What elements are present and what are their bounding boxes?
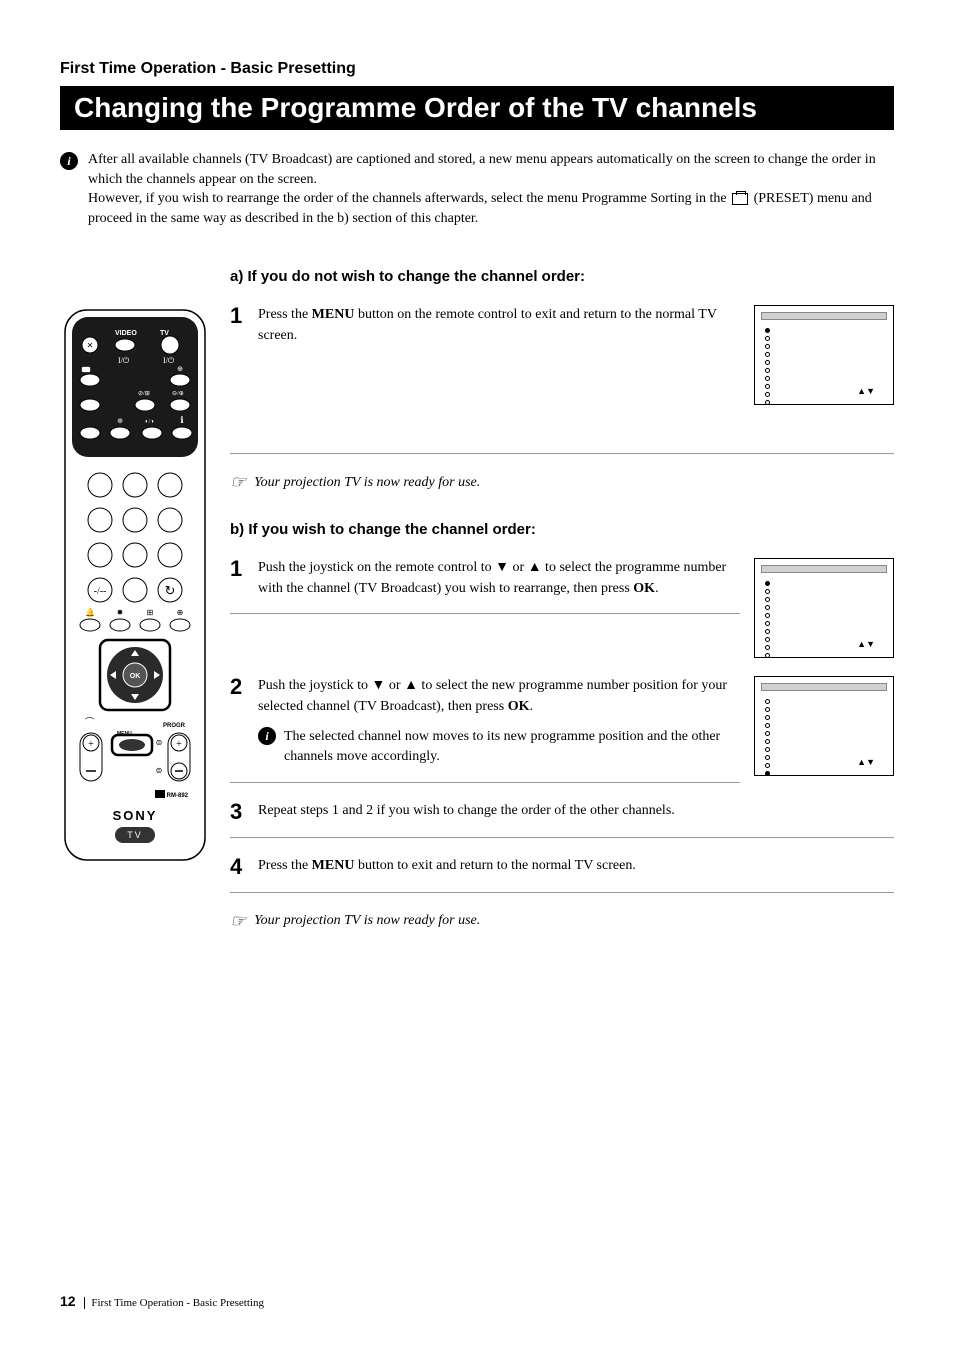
svg-text:🔔: 🔔: [85, 608, 95, 617]
footer-text: First Time Operation - Basic Presetting: [84, 1297, 264, 1309]
ready-text: Your projection TV is now ready for use.: [254, 475, 480, 491]
svg-text:⊜: ⊜: [156, 766, 163, 775]
svg-text:⌒: ⌒: [85, 717, 94, 727]
svg-text:I/⏻: I/⏻: [118, 356, 130, 365]
section-b-step3: 3 Repeat steps 1 and 2 if you wish to ch…: [230, 801, 894, 838]
section-label: First Time Operation - Basic Presetting: [60, 60, 894, 78]
screen-diagram-a1: ▲▼: [754, 305, 894, 405]
text-fragment: .: [655, 581, 659, 596]
ok-label: OK: [508, 699, 530, 714]
svg-text:I/⏻: I/⏻: [163, 356, 175, 365]
svg-text:⊜: ⊜: [156, 738, 163, 747]
svg-text:-/--: -/--: [94, 586, 107, 597]
svg-text:⊕: ⊕: [177, 365, 183, 373]
text-fragment: button to exit and return to the normal …: [354, 858, 635, 873]
section-b-step4: 4 Press the MENU button to exit and retu…: [230, 856, 894, 893]
arrow-indicator: ▲▼: [857, 639, 875, 649]
menu-label: MENU: [312, 858, 355, 873]
step-text: Press the MENU button on the remote cont…: [258, 305, 740, 346]
svg-text:ℹ: ℹ: [180, 415, 184, 425]
text-fragment: Push the joystick to ▼ or ▲ to select th…: [258, 678, 727, 713]
step-text: Press the MENU button to exit and return…: [258, 856, 894, 876]
svg-text:⊕: ⊕: [177, 608, 184, 617]
svg-text:⊕: ⊕: [117, 417, 123, 425]
svg-text:MENU: MENU: [117, 731, 132, 737]
info-icon: i: [258, 727, 276, 745]
svg-text:✕: ✕: [87, 341, 94, 350]
step-text: Push the joystick to ▼ or ▲ to select th…: [258, 676, 740, 767]
note-text: The selected channel now moves to its ne…: [284, 727, 740, 768]
step-text: Repeat steps 1 and 2 if you wish to chan…: [258, 801, 894, 821]
page-footer: 12 First Time Operation - Basic Presetti…: [60, 1293, 264, 1309]
menu-label: MENU: [312, 307, 355, 322]
intro-block: i After all available channels (TV Broad…: [60, 150, 894, 228]
step-number: 1: [230, 305, 248, 327]
svg-text:RM-892: RM-892: [167, 793, 189, 799]
ok-label: OK: [633, 581, 655, 596]
svg-text:+: +: [176, 739, 182, 750]
arrow-indicator: ▲▼: [857, 386, 875, 396]
step-number: 3: [230, 801, 248, 823]
section-b-step1: 1 Push the joystick on the remote contro…: [230, 558, 894, 658]
text-fragment: .: [529, 699, 533, 714]
screen-diagram-b2: ▲▼: [754, 676, 894, 776]
step-text: Push the joystick on the remote control …: [258, 558, 740, 599]
step-number: 2: [230, 676, 248, 698]
section-a-heading: a) If you do not wish to change the chan…: [230, 268, 894, 285]
svg-text:⊘/⊞: ⊘/⊞: [138, 391, 150, 397]
intro-text: After all available channels (TV Broadca…: [88, 150, 894, 228]
svg-text:VIDEO: VIDEO: [115, 330, 137, 337]
svg-text:⊖/⊕: ⊖/⊕: [172, 391, 184, 397]
svg-text:✹: ✹: [117, 608, 124, 617]
ready-text: Your projection TV is now ready for use.: [254, 913, 480, 929]
preset-icon: [732, 193, 748, 205]
text-fragment: Press the: [258, 307, 312, 322]
info-icon: i: [60, 152, 78, 170]
step-number: 1: [230, 558, 248, 580]
section-a-step1: 1 Press the MENU button on the remote co…: [230, 305, 894, 405]
main-layout: VIDEO TV ✕ I/⏻ I/⏻ ⊕ ⊘/⊞ ⊖/⊕ ⊕: [60, 305, 894, 959]
section-b-heading: b) If you wish to change the channel ord…: [230, 521, 894, 538]
svg-text:⊞: ⊞: [147, 608, 154, 617]
intro-p2a: However, if you wish to rearrange the or…: [88, 191, 730, 206]
remote-column: VIDEO TV ✕ I/⏻ I/⏻ ⊕ ⊘/⊞ ⊖/⊕ ⊕: [60, 305, 210, 959]
svg-text:TV: TV: [127, 830, 143, 840]
page-title: Changing the Programme Order of the TV c…: [60, 86, 894, 130]
arrow-indicator: ▲▼: [857, 757, 875, 767]
page-number: 12: [60, 1293, 76, 1309]
hand-icon: ☞: [230, 911, 246, 932]
screen-diagram-b1: ▲▼: [754, 558, 894, 658]
ready-note-b: ☞ Your projection TV is now ready for us…: [230, 911, 894, 932]
svg-text:◐/◑: ◐/◑: [145, 419, 154, 425]
step-number: 4: [230, 856, 248, 878]
intro-p1: After all available channels (TV Broadca…: [88, 152, 876, 187]
svg-text:OK: OK: [130, 673, 141, 680]
ready-note-a: ☞ Your projection TV is now ready for us…: [230, 472, 894, 493]
svg-text:PROGR: PROGR: [163, 723, 186, 729]
svg-text:↻: ↻: [165, 583, 176, 598]
section-b-step2: 2 Push the joystick to ▼ or ▲ to select …: [230, 676, 894, 782]
svg-text:SONY: SONY: [113, 808, 158, 823]
content-column: 1 Press the MENU button on the remote co…: [230, 305, 894, 959]
hand-icon: ☞: [230, 472, 246, 493]
remote-illustration: VIDEO TV ✕ I/⏻ I/⏻ ⊕ ⊘/⊞ ⊖/⊕ ⊕: [60, 305, 210, 865]
text-fragment: Press the: [258, 858, 312, 873]
svg-text:+: +: [88, 739, 94, 750]
